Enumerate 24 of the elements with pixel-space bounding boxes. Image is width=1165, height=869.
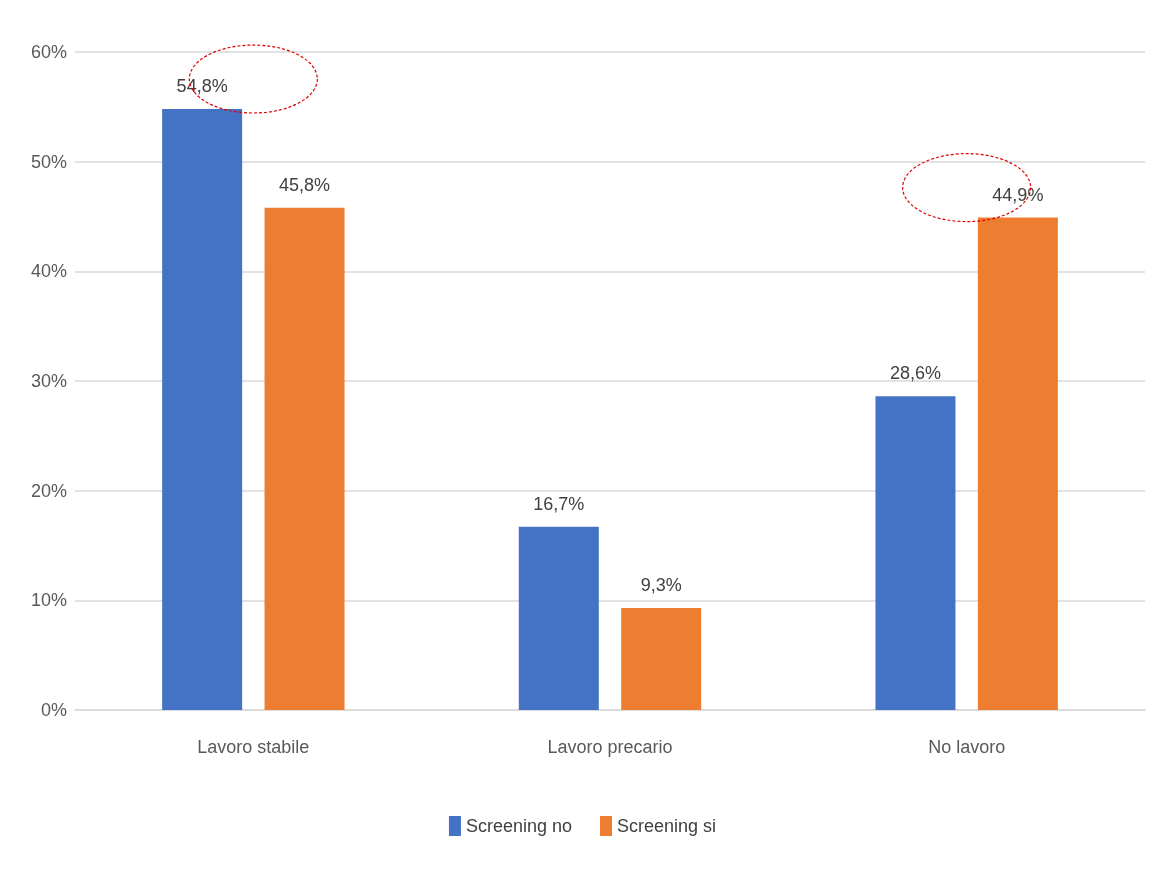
x-tick-label: Lavoro precario [547, 737, 673, 757]
data-label: 9,3% [640, 575, 682, 596]
bar [518, 526, 599, 710]
x-tick-label: Lavoro stabile [197, 737, 310, 757]
legend-label: Screening si [617, 816, 717, 836]
y-tick-label: 10% [30, 590, 67, 611]
bar [875, 396, 956, 710]
data-label: 28,6% [889, 363, 941, 384]
y-tick-label: 60% [30, 42, 67, 62]
bar [977, 217, 1058, 710]
legend-label: Screening no [465, 816, 573, 836]
y-tick-label: 30% [30, 371, 67, 391]
y-tick-label: 20% [30, 480, 67, 501]
y-tick-label: 0% [40, 700, 67, 720]
bar [621, 608, 702, 710]
data-label: 54,8% [176, 76, 228, 97]
bar [162, 109, 243, 710]
x-tick-label: No lavoro [928, 737, 1006, 757]
data-label: 16,7% [533, 493, 585, 514]
bar [264, 207, 345, 710]
y-tick-label: 50% [30, 151, 67, 172]
data-label: 44,9% [992, 184, 1044, 205]
y-tick-label: 40% [30, 261, 67, 282]
data-label: 45,8% [279, 174, 331, 195]
